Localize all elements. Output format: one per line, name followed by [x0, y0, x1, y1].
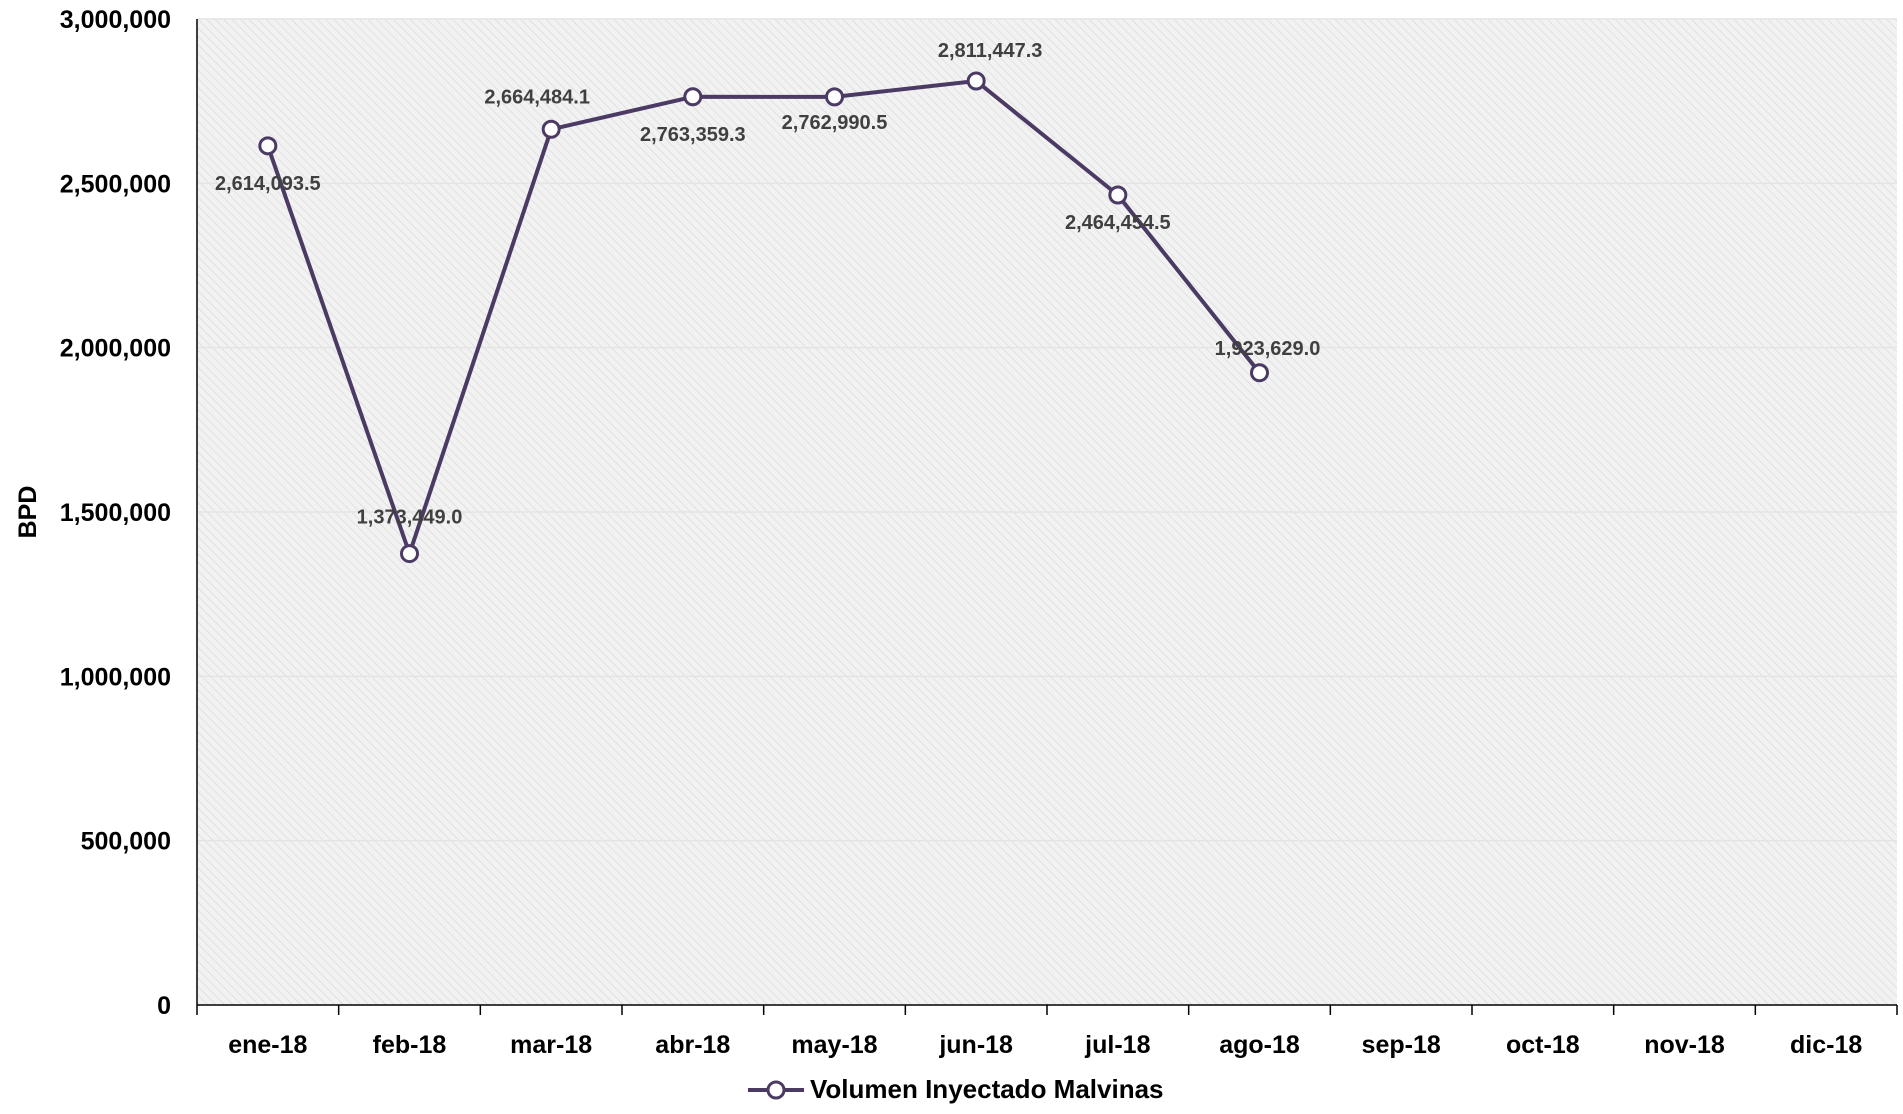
y-tick-label: 2,500,000: [60, 170, 171, 198]
x-tick-label: sep-18: [1362, 1031, 1441, 1059]
data-point: [541, 119, 561, 139]
x-tick-label: mar-18: [510, 1031, 592, 1059]
x-tick-label: ago-18: [1219, 1031, 1300, 1059]
data-label: 2,811,447.3: [938, 40, 1043, 62]
data-label: 2,763,359.3: [640, 124, 746, 146]
y-tick-label: 500,000: [81, 828, 171, 856]
x-tick-label: dic-18: [1790, 1031, 1862, 1059]
data-point: [1250, 363, 1269, 383]
y-tick-label: 3,000,000: [60, 6, 171, 34]
data-point: [825, 87, 844, 107]
x-tick-label: may-18: [791, 1031, 877, 1059]
x-tick-label: oct-18: [1506, 1031, 1580, 1059]
y-tick-label: 1,500,000: [60, 499, 171, 527]
data-point: [258, 136, 278, 156]
legend-swatch-marker: [766, 1080, 786, 1100]
data-label: 1,923,629.0: [1215, 338, 1321, 360]
x-tick-label: feb-18: [373, 1031, 447, 1059]
data-point: [400, 544, 419, 564]
data-label: 1,373,449.0: [357, 507, 463, 529]
x-tick-label: ene-18: [228, 1031, 307, 1059]
x-tick-label: abr-18: [655, 1031, 730, 1059]
y-tick-label: 1,000,000: [60, 663, 171, 691]
data-label: 2,762,990.5: [782, 112, 888, 134]
data-label: 2,664,484.1: [484, 86, 590, 108]
data-point: [966, 71, 986, 91]
legend-label: Volumen Inyectado Malvinas: [810, 1074, 1164, 1104]
y-tick-label: 0: [157, 992, 171, 1020]
y-axis-title: BPD: [14, 486, 42, 539]
data-label: 2,464,454.5: [1065, 212, 1171, 234]
x-tick-label: jun-18: [938, 1031, 1013, 1059]
data-point: [1108, 185, 1128, 205]
x-tick-label: jul-18: [1084, 1031, 1150, 1059]
data-label: 2,614,093.5: [215, 173, 321, 195]
x-tick-label: nov-18: [1644, 1031, 1725, 1059]
data-point: [683, 87, 703, 107]
series-line: [265, 79, 1262, 556]
y-tick-label: 2,000,000: [60, 335, 171, 363]
